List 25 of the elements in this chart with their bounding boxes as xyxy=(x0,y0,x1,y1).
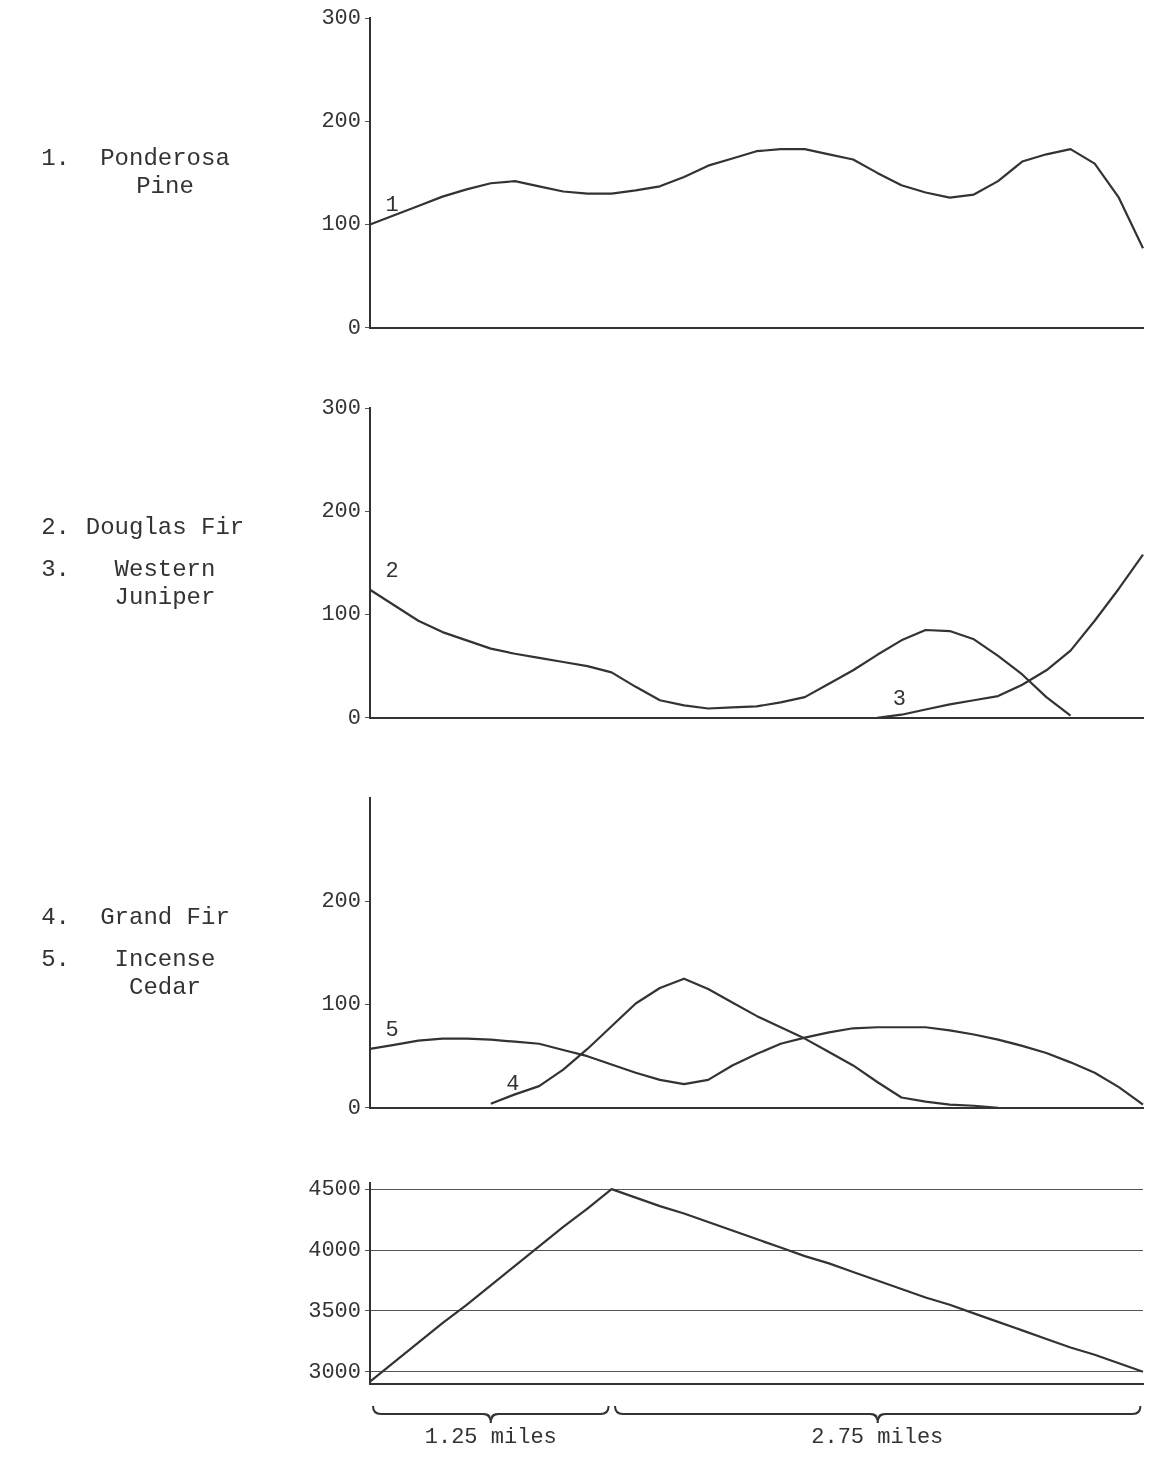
y-tick-label: 100 xyxy=(321,992,361,1018)
series-label: 4 xyxy=(506,1072,520,1098)
text: 2. Douglas Fir 3. Western Juniper xyxy=(41,513,245,611)
y-tick-label: 3000 xyxy=(308,1359,361,1385)
y-tick-label: 3500 xyxy=(308,1298,361,1324)
text: 1.25 miles xyxy=(424,1424,557,1450)
series-label: 2 xyxy=(385,558,399,584)
y-tick-label: 200 xyxy=(321,109,361,135)
y-tick-label: 200 xyxy=(321,889,361,915)
y-tick-label: 300 xyxy=(321,395,361,421)
series-label: 5 xyxy=(385,1017,399,1043)
y-tick-label: 0 xyxy=(347,1095,361,1121)
y-tick-label: 4500 xyxy=(308,1176,361,1202)
y-tick-label: 100 xyxy=(321,212,361,238)
series-label: 1 xyxy=(385,193,399,219)
text: 2.75 miles xyxy=(811,1424,944,1450)
text: 1. Ponderosa Pine xyxy=(41,144,230,200)
y-tick-label: 300 xyxy=(321,5,361,31)
y-tick-label: 100 xyxy=(321,602,361,628)
y-tick-label: 200 xyxy=(321,499,361,525)
y-tick-label: 4000 xyxy=(308,1237,361,1263)
y-tick-label: 0 xyxy=(347,315,361,341)
series-label: 3 xyxy=(892,686,906,712)
text: 4. Grand Fir 5. Incense Cedar xyxy=(41,903,230,1001)
y-tick-label: 0 xyxy=(347,705,361,731)
